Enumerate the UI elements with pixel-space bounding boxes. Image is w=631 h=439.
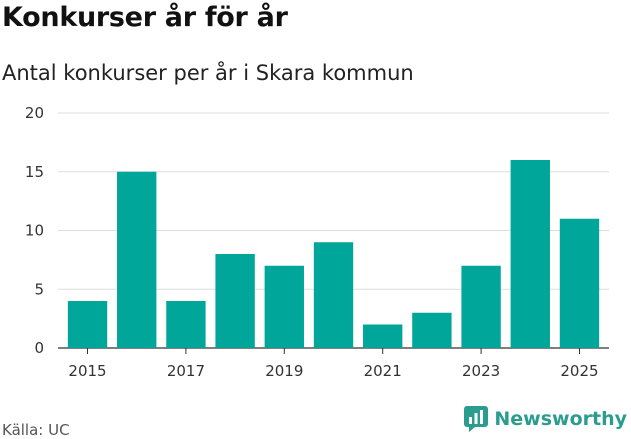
bar-2024 — [510, 160, 550, 348]
bar-2015 — [67, 301, 108, 348]
bar-2023 — [461, 265, 501, 348]
x-axis-ticks: 2015 2017 2019 2021 2023 2025 — [68, 348, 599, 380]
source-note: Källa: UC — [2, 421, 70, 439]
bar-2017 — [166, 301, 206, 348]
y-tick-label: 20 — [25, 104, 44, 122]
x-tick-label: 2019 — [265, 362, 303, 380]
chart-title: Konkurser år för år — [2, 2, 288, 33]
x-tick-label: 2021 — [364, 362, 402, 380]
y-tick-label: 5 — [34, 280, 44, 298]
x-tick-label: 2025 — [560, 362, 598, 380]
x-tick-label: 2017 — [167, 362, 205, 380]
x-tick-label: 2015 — [68, 362, 106, 380]
newsworthy-logo-icon — [464, 406, 489, 432]
bars — [67, 160, 600, 348]
bar-2021 — [363, 324, 403, 348]
brand-logo: Newsworthy — [464, 406, 627, 432]
bar-2018 — [215, 254, 255, 348]
bar-2019 — [264, 265, 304, 348]
bar-2025 — [559, 218, 600, 348]
y-axis-ticks: 0 5 10 15 20 — [25, 104, 44, 357]
y-tick-label: 15 — [25, 163, 44, 181]
y-tick-label: 10 — [25, 222, 44, 240]
bar-2016 — [117, 171, 157, 348]
x-tick-label: 2023 — [462, 362, 500, 380]
chart-subtitle: Antal konkurser per år i Skara kommun — [2, 61, 414, 85]
bar-2022 — [412, 312, 452, 348]
y-tick-label: 0 — [34, 339, 44, 357]
brand-name: Newsworthy — [494, 408, 627, 430]
bar-2020 — [313, 242, 354, 348]
